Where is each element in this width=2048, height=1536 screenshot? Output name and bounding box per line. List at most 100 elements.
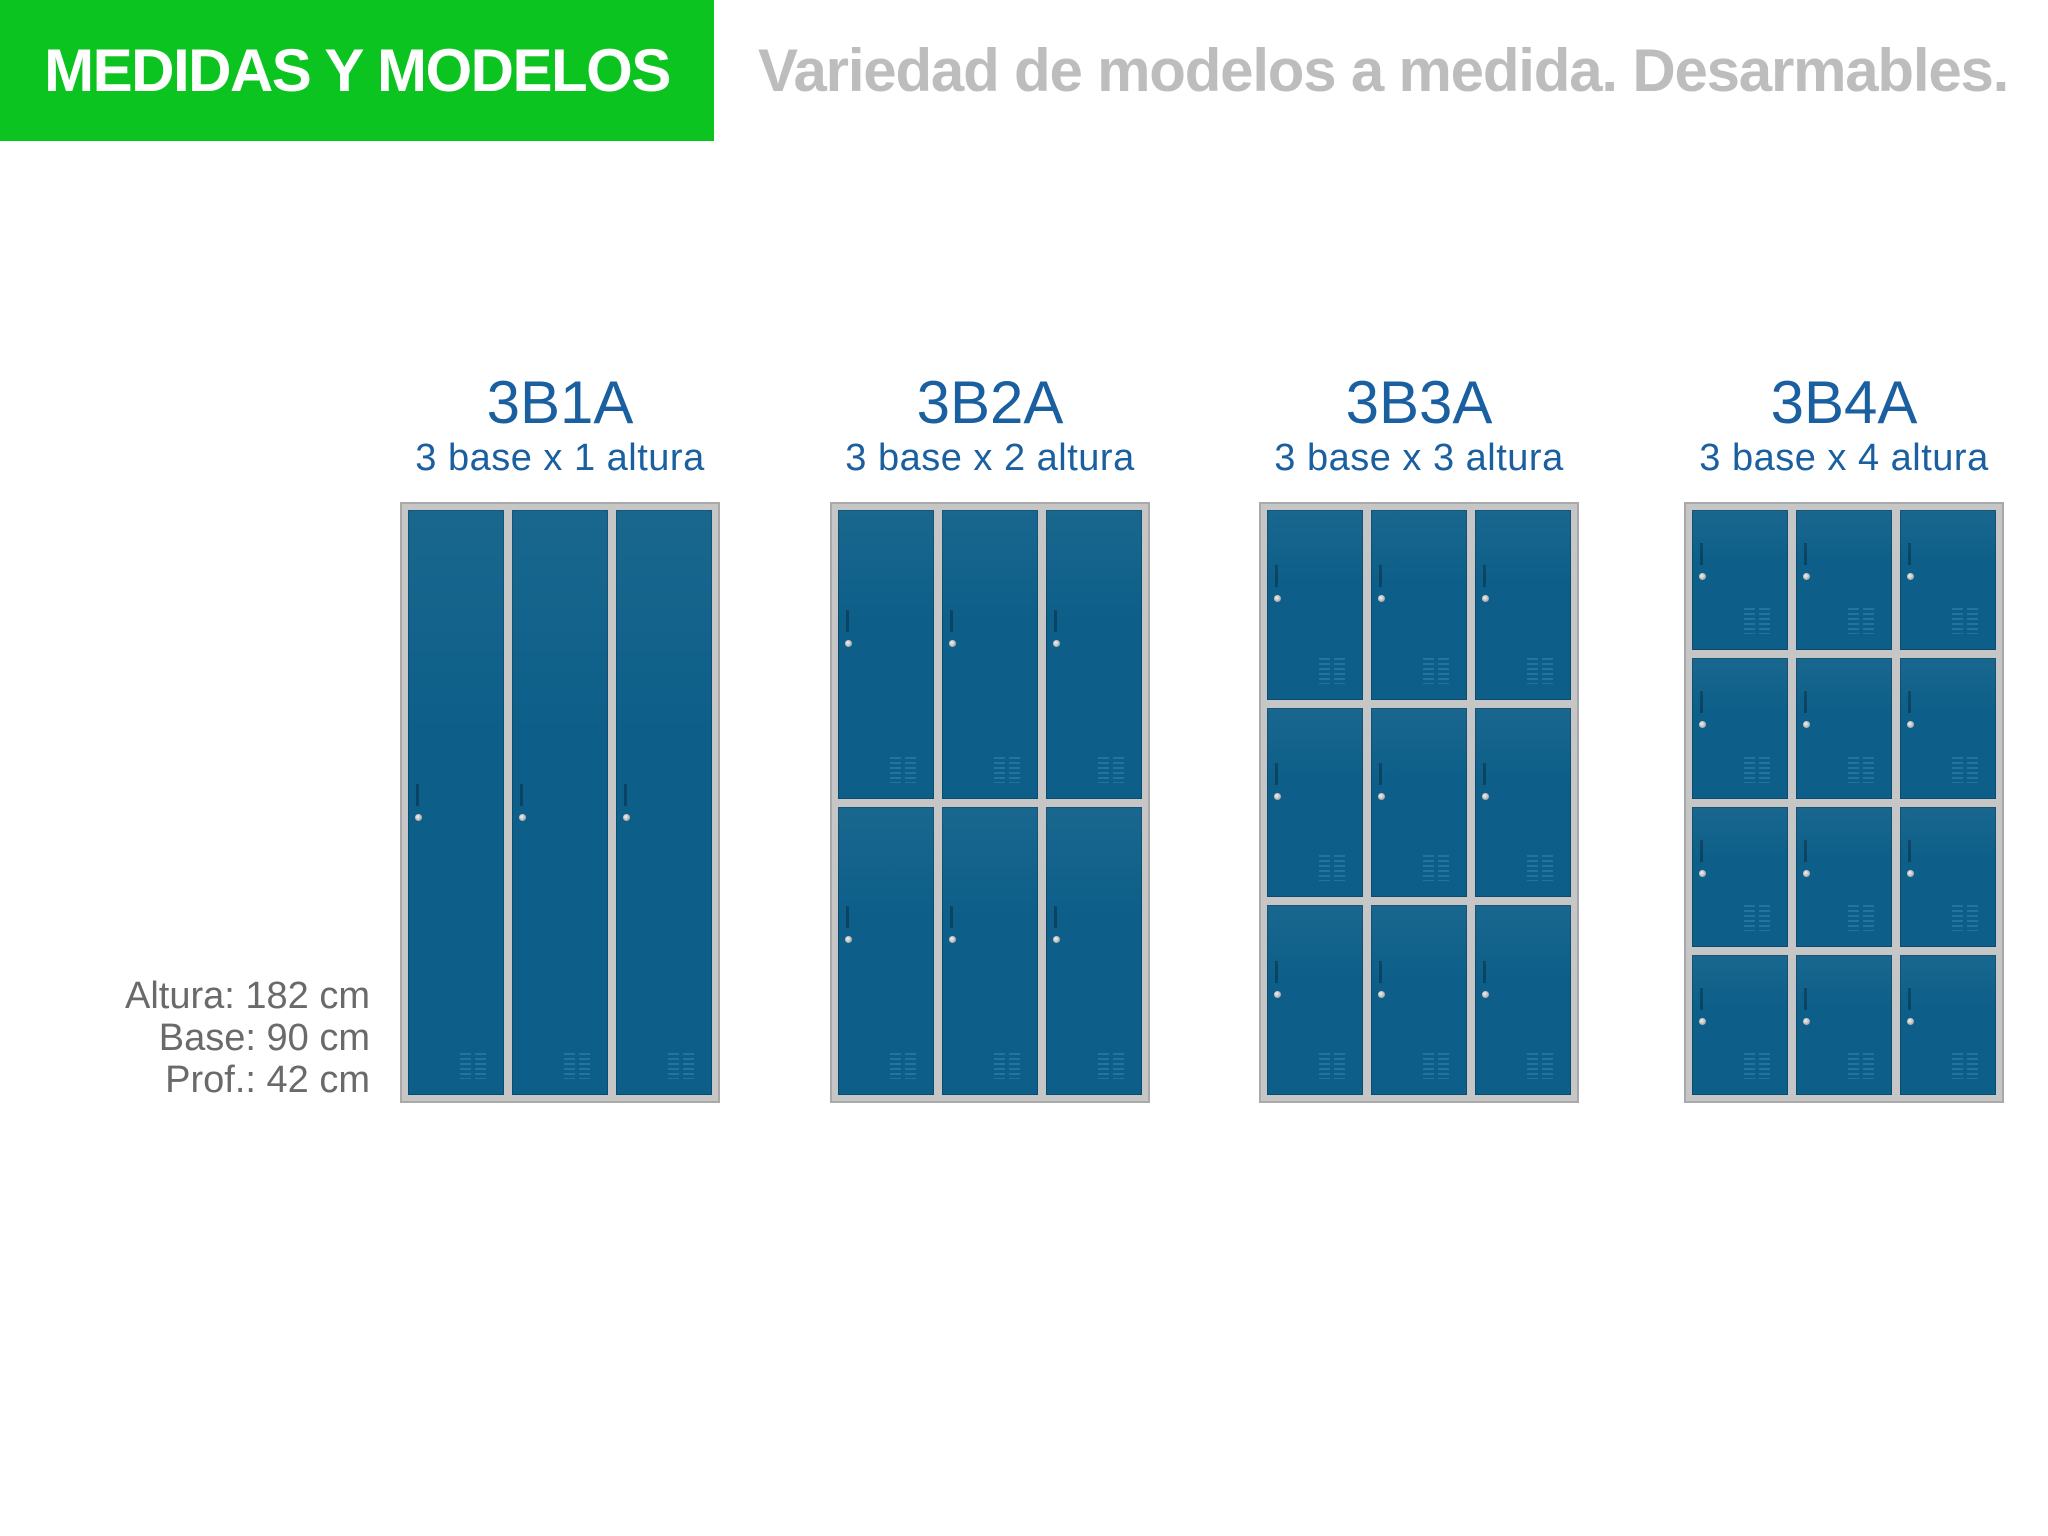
dimension-base: Base: 90 cm — [158, 1017, 370, 1059]
model-description: 3 base x 2 altura — [845, 437, 1135, 479]
vent-icon — [460, 1053, 486, 1079]
vent-icon — [1423, 1052, 1449, 1079]
locker-cabinet-image — [1684, 502, 2004, 1103]
locker-door — [408, 510, 504, 1095]
lock-icon — [1907, 721, 1914, 729]
lock-icon — [1274, 793, 1281, 800]
model-3b4a: 3B4A 3 base x 4 altura — [1684, 369, 2004, 1103]
locker-door — [1475, 510, 1571, 700]
door-handle-icon — [1804, 691, 1807, 714]
door-handle-icon — [1700, 543, 1703, 566]
door-handle-icon — [1908, 987, 1911, 1010]
header-badge: MEDIDAS Y MODELOS — [0, 0, 714, 141]
lock-icon — [1378, 990, 1385, 998]
locker-door — [1267, 905, 1363, 1095]
door-handle-icon — [1700, 691, 1703, 714]
door-handle-icon — [1908, 543, 1911, 566]
locker-door — [512, 510, 608, 1095]
vent-icon — [1423, 855, 1449, 882]
vent-icon — [1952, 904, 1978, 931]
locker-door — [1692, 954, 1788, 1095]
vent-icon — [1098, 1053, 1124, 1079]
vent-icon — [668, 1053, 694, 1079]
dimensions-block: Altura: 182 cm Base: 90 cm Prof.: 42 cm — [60, 975, 370, 1101]
lock-icon — [845, 639, 852, 647]
locker-door — [1796, 658, 1892, 799]
locker-door — [1692, 510, 1788, 651]
header-title: MEDIDAS Y MODELOS — [44, 37, 671, 104]
vent-icon — [1952, 1053, 1978, 1079]
vent-icon — [1744, 1053, 1770, 1079]
lock-icon — [1482, 793, 1489, 800]
door-handle-icon — [1379, 960, 1382, 983]
header-subtitle: Variedad de modelos a medida. Desarmable… — [758, 37, 2009, 104]
door-handle-icon — [416, 784, 419, 807]
lock-icon — [1482, 990, 1489, 998]
locker-door — [838, 806, 934, 1095]
locker-door — [1796, 510, 1892, 651]
door-handle-icon — [1054, 906, 1057, 929]
lock-icon — [1907, 573, 1914, 581]
door-handle-icon — [1908, 839, 1911, 862]
vent-icon — [1952, 608, 1978, 635]
vent-icon — [1527, 855, 1553, 882]
locker-door — [1371, 510, 1467, 700]
lock-icon — [1699, 1017, 1706, 1025]
lock-icon — [1274, 990, 1281, 998]
locker-door — [1267, 510, 1363, 700]
model-code: 3B4A — [1770, 369, 1918, 436]
lock-icon — [1274, 595, 1281, 603]
vent-icon — [890, 1053, 916, 1079]
vent-icon — [1848, 904, 1874, 931]
door-handle-icon — [1804, 839, 1807, 862]
door-handle-icon — [1483, 763, 1486, 785]
vent-icon — [1527, 1052, 1553, 1079]
model-3b2a: 3B2A 3 base x 2 altura — [830, 369, 1150, 1103]
vent-icon — [1744, 608, 1770, 635]
locker-door — [1046, 510, 1142, 799]
locker-door — [1900, 954, 1996, 1095]
model-code: 3B2A — [916, 369, 1064, 436]
model-description: 3 base x 1 altura — [415, 437, 705, 479]
lock-icon — [1378, 793, 1385, 800]
vent-icon — [994, 1053, 1020, 1079]
lock-icon — [1803, 1017, 1810, 1025]
lock-icon — [1699, 721, 1706, 729]
locker-door — [838, 510, 934, 799]
vent-icon — [1744, 756, 1770, 783]
vent-icon — [1319, 657, 1345, 684]
door-handle-icon — [1483, 960, 1486, 983]
model-description: 3 base x 3 altura — [1274, 437, 1564, 479]
locker-cabinet-image — [400, 502, 720, 1103]
model-code: 3B1A — [486, 369, 634, 436]
vent-icon — [890, 756, 916, 783]
door-handle-icon — [1275, 565, 1278, 588]
lock-icon — [1907, 1017, 1914, 1025]
model-3b1a: 3B1A 3 base x 1 altura — [400, 369, 720, 1103]
lock-icon — [1053, 936, 1060, 944]
locker-door — [942, 510, 1038, 799]
locker-door — [1046, 806, 1142, 1095]
locker-door — [616, 510, 712, 1095]
model-code: 3B3A — [1345, 369, 1493, 436]
door-handle-icon — [1379, 763, 1382, 785]
door-handle-icon — [1804, 987, 1807, 1010]
vent-icon — [1098, 756, 1124, 783]
locker-cabinet-image — [1259, 502, 1579, 1103]
locker-door — [1267, 707, 1363, 898]
lock-icon — [845, 936, 852, 944]
locker-door — [1796, 806, 1892, 947]
door-handle-icon — [1054, 609, 1057, 632]
door-handle-icon — [1908, 691, 1911, 714]
door-handle-icon — [950, 609, 953, 632]
lock-icon — [1803, 869, 1810, 877]
lock-icon — [949, 639, 956, 647]
door-handle-icon — [1700, 839, 1703, 862]
lock-icon — [1053, 639, 1060, 647]
door-handle-icon — [624, 784, 627, 807]
vent-icon — [1952, 756, 1978, 783]
locker-door — [1796, 954, 1892, 1095]
door-handle-icon — [846, 609, 849, 632]
model-3b3a: 3B3A 3 base x 3 altura — [1259, 369, 1579, 1103]
lock-icon — [1907, 869, 1914, 877]
